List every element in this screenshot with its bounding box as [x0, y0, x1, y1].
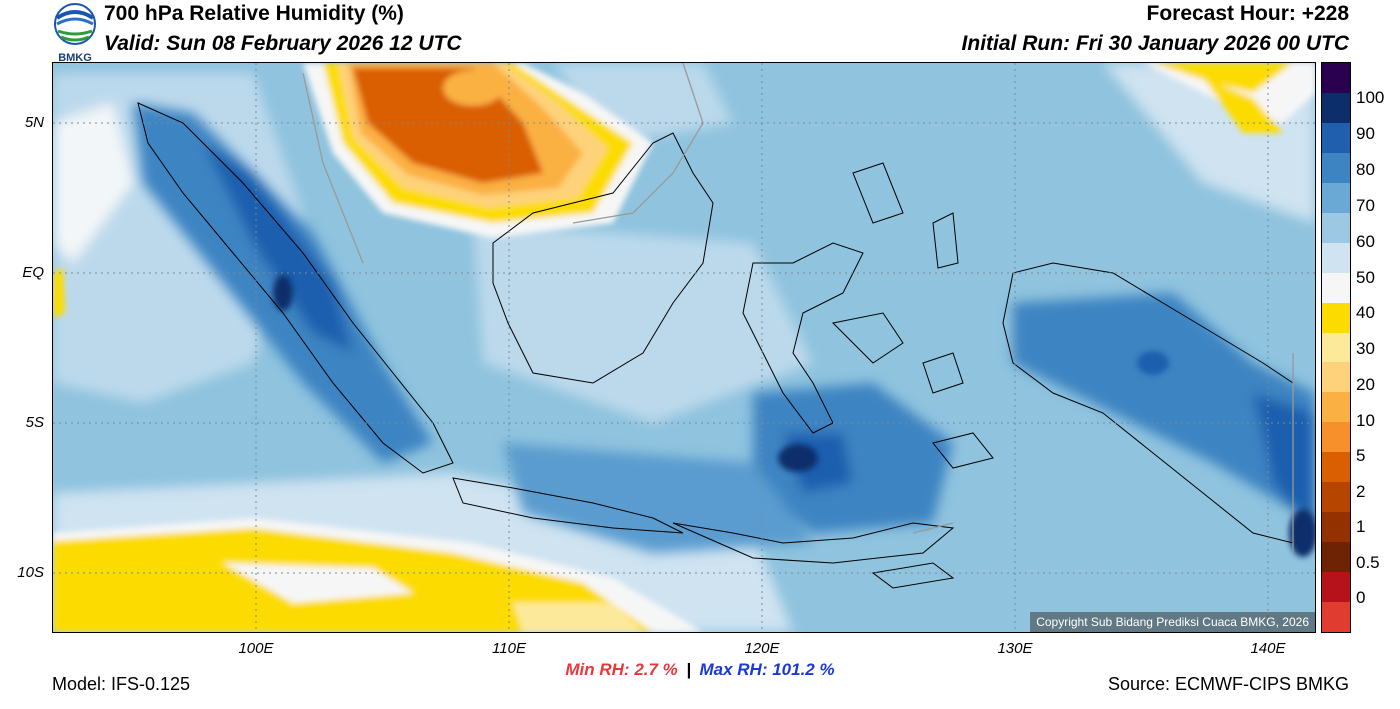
stats-separator: |: [686, 660, 692, 679]
cb-label-0: 0: [1356, 588, 1366, 607]
cb-label-2: 2: [1356, 482, 1366, 501]
dry-zone-northeast: [1143, 63, 1315, 133]
model-label: Model: IFS-0.125: [52, 674, 191, 694]
lat-label-5n: 5N: [24, 114, 44, 131]
colorbar-segment: [1322, 602, 1350, 632]
colorbar-segment: [1322, 362, 1350, 392]
chart-title: 700 hPa Relative Humidity (%): [104, 2, 404, 25]
cb-label-100: 100: [1356, 88, 1385, 107]
coastlines: [137, 102, 1294, 589]
forecast-hour: Forecast Hour: +228: [1146, 2, 1350, 25]
valid-time: Valid: Sun 08 February 2026 12 UTC: [104, 32, 462, 55]
cb-label-1: 1: [1356, 517, 1366, 536]
cb-label-10: 10: [1356, 411, 1375, 430]
lat-label-eq: EQ: [22, 264, 44, 281]
copyright-notice: Copyright Sub Bidang Prediksi Cuaca BMKG…: [1030, 612, 1315, 632]
max-rh: Max RH: 101.2 %: [699, 660, 835, 679]
lon-label-140e: 140E: [1250, 640, 1286, 657]
very-moist-spots: [273, 275, 1315, 557]
colorbar-segment: [1322, 542, 1350, 572]
logo-text: BMKG: [58, 52, 92, 64]
cb-label-20: 20: [1356, 375, 1375, 394]
source-label: Source: ECMWF-CIPS BMKG: [1107, 674, 1349, 694]
colorbar: [1321, 62, 1351, 633]
lon-label-110e: 110E: [492, 640, 526, 657]
lat-label-5s: 5S: [25, 414, 44, 431]
colorbar-segment: [1322, 153, 1350, 183]
cb-label-70: 70: [1356, 196, 1375, 215]
humidity-field: [53, 63, 1315, 632]
cb-label-80: 80: [1356, 160, 1375, 179]
colorbar-segment: [1322, 93, 1350, 123]
colorbar-segment: [1322, 273, 1350, 303]
colorbar-segment: [1322, 333, 1350, 362]
colorbar-segment: [1322, 123, 1350, 153]
cb-label-60: 60: [1356, 232, 1375, 251]
colorbar-segment: [1322, 392, 1350, 422]
cb-label-50: 50: [1356, 268, 1375, 287]
lat-label-10s: 10S: [17, 564, 44, 581]
colorbar-segment: [1322, 63, 1350, 93]
cb-label-30: 30: [1356, 339, 1375, 358]
humidity-map: Copyright Sub Bidang Prediksi Cuaca BMKG…: [52, 62, 1316, 633]
lon-label-100e: 100E: [238, 640, 274, 657]
colorbar-segment: [1322, 512, 1350, 542]
rh-stats: Min RH: 2.7 % | Max RH: 101.2 %: [0, 660, 1400, 680]
gridlines: [53, 63, 1315, 632]
cb-label-90: 90: [1356, 124, 1375, 143]
cb-label-0-5: 0.5: [1356, 553, 1380, 572]
cb-label-5: 5: [1356, 446, 1366, 465]
dry-zone-north: [303, 63, 653, 238]
colorbar-segment: [1322, 183, 1350, 213]
colorbar-segment: [1322, 572, 1350, 602]
lon-label-120e: 120E: [744, 640, 780, 657]
colorbar-segment: [1322, 452, 1350, 482]
colorbar-segment: [1322, 303, 1350, 333]
colorbar-segment: [1322, 213, 1350, 243]
dark-moist-zones: [133, 103, 1315, 553]
colorbar-segment: [1322, 243, 1350, 273]
lon-label-130e: 130E: [997, 640, 1033, 657]
initial-run: Initial Run: Fri 30 January 2026 00 UTC: [961, 32, 1349, 55]
colorbar-segment: [1322, 482, 1350, 512]
borders: [302, 63, 1294, 553]
cb-label-40: 40: [1356, 303, 1375, 322]
min-rh: Min RH: 2.7 %: [565, 660, 678, 679]
bmkg-logo-icon: [54, 3, 96, 45]
colorbar-segment: [1322, 422, 1350, 452]
bmkg-logo: BMKG: [52, 2, 98, 64]
